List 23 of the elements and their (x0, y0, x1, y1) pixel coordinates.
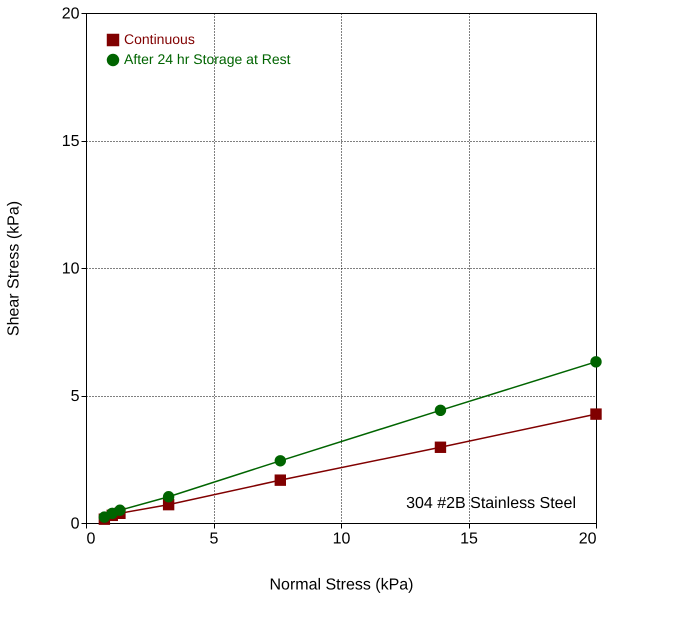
y-tick-label: 5 (70, 388, 80, 405)
point (434, 442, 446, 453)
point (274, 474, 286, 486)
y-tick-label: 15 (62, 133, 80, 150)
point (590, 356, 602, 368)
point (434, 404, 446, 416)
annotation: 304 #2B Stainless Steel (406, 495, 576, 512)
x-tick-label: 5 (210, 530, 219, 548)
x-tick-label: 15 (460, 530, 478, 548)
x-tick-label: 20 (578, 530, 597, 548)
point (274, 455, 286, 466)
y-tick-label: 20 (62, 6, 80, 22)
x-tick-label: 0 (86, 530, 96, 548)
point (114, 504, 126, 516)
x-tick-label: 10 (332, 530, 350, 548)
y-tick-label: 10 (62, 260, 80, 278)
point (162, 491, 174, 502)
point (590, 408, 602, 420)
x-axis-title: Normal Stress (kPa) (269, 576, 414, 594)
y-axis-title: Shear Stress (kPa) (6, 200, 23, 336)
y-tick-label: 0 (70, 516, 80, 532)
legend-label: Continuous (124, 31, 195, 47)
legend-label: After 24 hr Storage at Rest (124, 51, 291, 67)
